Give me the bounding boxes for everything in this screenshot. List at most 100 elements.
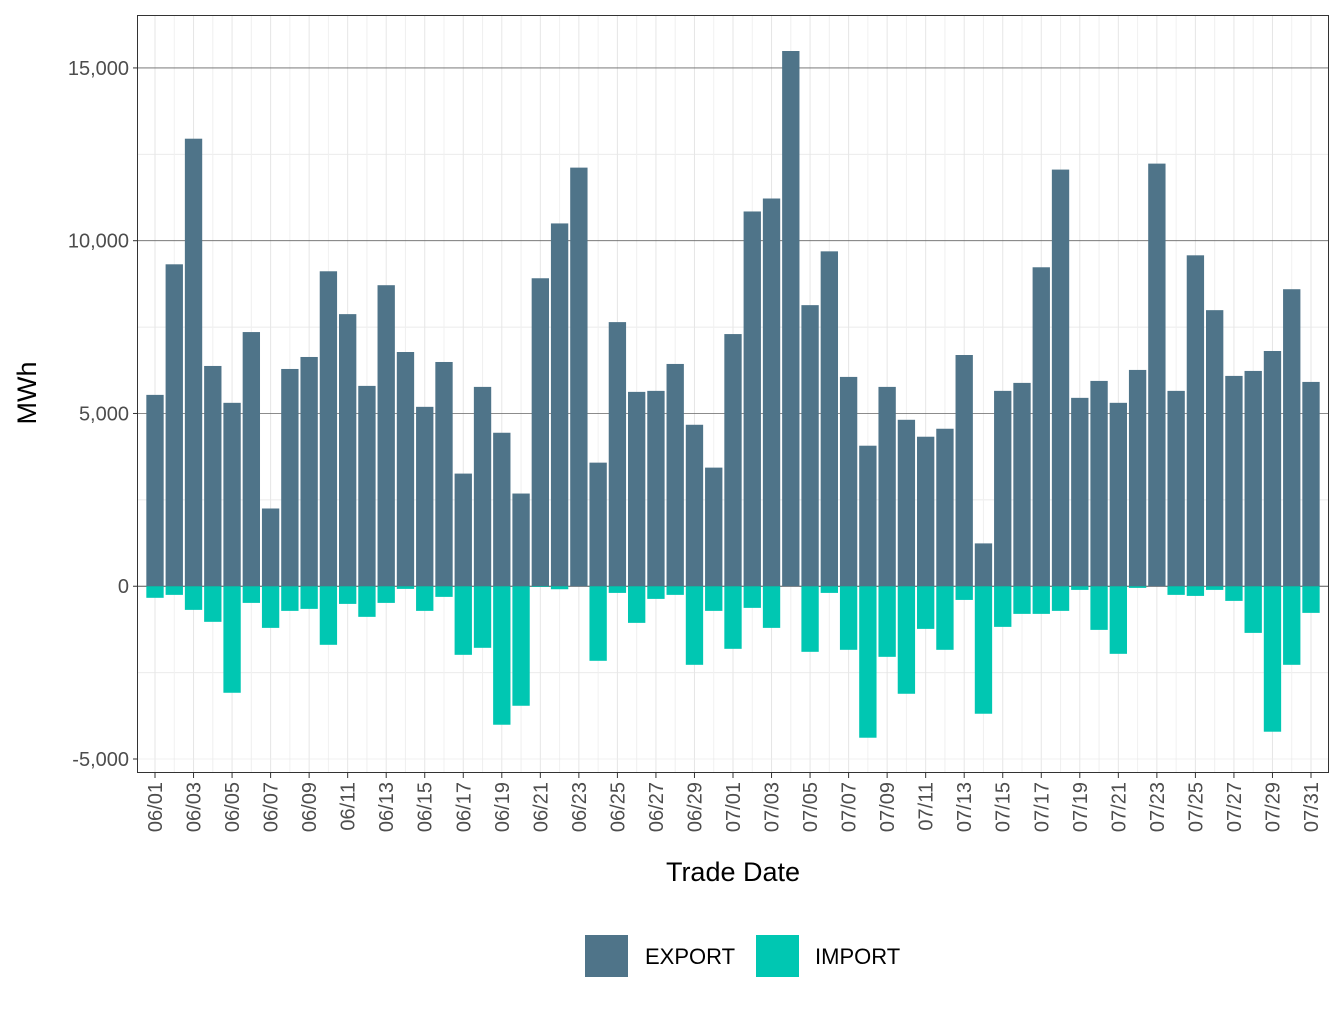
export-bar-07-12 (936, 428, 954, 587)
x-tick-label: 06/03 (184, 782, 206, 832)
export-bar-07-15 (994, 390, 1012, 587)
export-bar-06-25 (608, 322, 627, 587)
import-bar-07-29 (1263, 586, 1282, 732)
legend-label-import: IMPORT (815, 944, 900, 969)
x-tick-label: 06/21 (530, 782, 552, 832)
import-bar-07-10 (897, 586, 916, 694)
x-tick-label: 06/09 (299, 782, 321, 832)
import-bar-07-07 (839, 586, 858, 650)
export-bar-06-23 (570, 167, 588, 587)
import-bar-06-29 (685, 586, 704, 665)
x-tick-label: 07/09 (877, 782, 899, 832)
export-bar-06-24 (589, 462, 607, 587)
import-bar-07-27 (1225, 586, 1243, 601)
x-tick-label: 06/23 (569, 782, 591, 832)
import-bar-06-10 (319, 586, 338, 645)
x-tick-label: 07/07 (839, 782, 861, 832)
x-tick-label: 06/05 (222, 782, 244, 832)
import-bar-07-03 (762, 586, 781, 628)
import-bar-07-08 (859, 586, 877, 738)
bars (146, 51, 1320, 738)
import-bar-06-12 (358, 586, 376, 617)
import-bar-07-05 (801, 586, 819, 652)
export-bar-06-27 (647, 390, 665, 587)
import-bar-06-28 (666, 586, 684, 595)
import-bar-06-30 (705, 586, 723, 611)
x-tick-label: 07/25 (1185, 782, 1207, 832)
import-bar-07-13 (955, 586, 973, 600)
export-bar-06-01 (146, 394, 164, 587)
export-bar-07-29 (1263, 350, 1282, 587)
export-bar-07-10 (897, 419, 916, 587)
import-bar-07-06 (820, 586, 839, 593)
x-tick-label: 07/13 (954, 782, 976, 832)
export-bar-07-16 (1013, 382, 1031, 587)
import-bar-06-26 (627, 586, 646, 623)
import-bar-07-11 (916, 586, 935, 629)
export-bar-07-18 (1051, 169, 1070, 587)
export-bar-07-11 (916, 436, 935, 587)
import-bar-07-16 (1013, 586, 1031, 614)
export-bar-07-06 (820, 251, 839, 587)
import-bar-06-15 (416, 586, 434, 611)
import-bar-06-13 (377, 586, 395, 603)
export-bar-07-21 (1109, 402, 1128, 587)
x-tick-label: 07/17 (1031, 782, 1053, 832)
import-bar-07-22 (1128, 586, 1147, 588)
import-bar-07-31 (1302, 586, 1320, 613)
export-bar-06-28 (666, 363, 684, 587)
import-bar-06-09 (300, 586, 318, 609)
x-tick-label: 07/01 (723, 782, 745, 832)
import-bar-07-28 (1244, 586, 1262, 633)
export-bar-07-22 (1128, 369, 1147, 587)
x-tick-label: 06/27 (646, 782, 668, 832)
y-tick-label: 15,000 (68, 58, 129, 80)
x-tick-label: 06/25 (607, 782, 629, 832)
import-bar-07-01 (724, 586, 742, 649)
x-tick-label: 07/11 (916, 782, 938, 831)
export-bar-06-10 (319, 271, 338, 587)
import-bar-07-19 (1071, 586, 1089, 590)
x-tick-label: 06/29 (684, 782, 706, 832)
export-bar-06-20 (512, 493, 530, 587)
import-bar-07-20 (1090, 586, 1108, 630)
export-bar-06-14 (396, 352, 415, 587)
legend-swatch-export (585, 935, 628, 977)
export-bar-06-15 (416, 406, 434, 587)
import-bar-06-07 (261, 586, 280, 628)
x-tick-label: 07/29 (1262, 782, 1284, 832)
import-bar-06-04 (204, 586, 222, 622)
import-bar-06-03 (184, 586, 203, 610)
x-tick-label: 06/11 (338, 782, 360, 831)
x-tick-label: 07/21 (1108, 782, 1130, 832)
import-bar-06-08 (281, 586, 299, 611)
x-tick-label: 07/31 (1301, 782, 1323, 832)
import-bar-07-12 (936, 586, 954, 650)
export-bar-06-11 (338, 314, 357, 587)
export-bar-07-08 (859, 445, 877, 587)
import-bar-06-24 (589, 586, 607, 661)
import-bar-06-02 (165, 586, 183, 595)
legend: EXPORT IMPORT (585, 935, 900, 977)
x-tick-label: 06/19 (492, 782, 514, 832)
export-bar-07-05 (801, 305, 819, 587)
export-bar-06-05 (223, 402, 241, 587)
export-bar-06-02 (165, 264, 183, 587)
import-bar-06-19 (493, 586, 511, 725)
import-bar-07-30 (1283, 586, 1301, 665)
y-tick-label: 5,000 (79, 403, 129, 425)
y-axis: -5,000 0 5,000 10,000 15,000 (68, 58, 138, 771)
y-tick-label: 10,000 (68, 231, 129, 253)
export-bar-06-08 (281, 368, 299, 587)
export-bar-06-22 (550, 223, 569, 587)
import-bar-06-25 (608, 586, 627, 593)
x-tick-label: 06/13 (376, 782, 398, 832)
x-axis: 06/01 06/03 06/05 06/07 06/09 06/11 06/13 06/15… (145, 772, 1323, 832)
legend-label-export: EXPORT (645, 944, 735, 969)
import-bar-07-18 (1051, 586, 1070, 611)
import-bar-06-01 (146, 586, 164, 598)
y-tick-label: -5,000 (72, 749, 129, 771)
export-bar-06-12 (358, 385, 376, 587)
import-bar-07-15 (994, 586, 1012, 627)
